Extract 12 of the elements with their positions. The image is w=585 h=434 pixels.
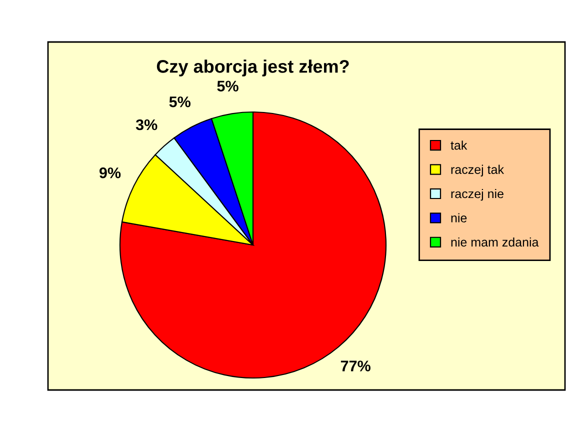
legend-label: tak	[450, 140, 468, 150]
data-label: 77%	[340, 360, 370, 372]
legend-label: nie mam zdania	[451, 237, 539, 247]
data-label: 3%	[136, 119, 158, 130]
data-label: 9%	[99, 167, 121, 178]
pie-slice	[119, 111, 387, 379]
data-label: 5%	[169, 96, 191, 108]
legend-label: raczej tak	[451, 164, 504, 176]
legend-label: nie	[451, 213, 467, 222]
legend-label: raczej nie	[451, 189, 504, 201]
data-label: 5%	[217, 80, 238, 92]
chart-title: Czy aborcja jest złem?	[156, 60, 349, 76]
